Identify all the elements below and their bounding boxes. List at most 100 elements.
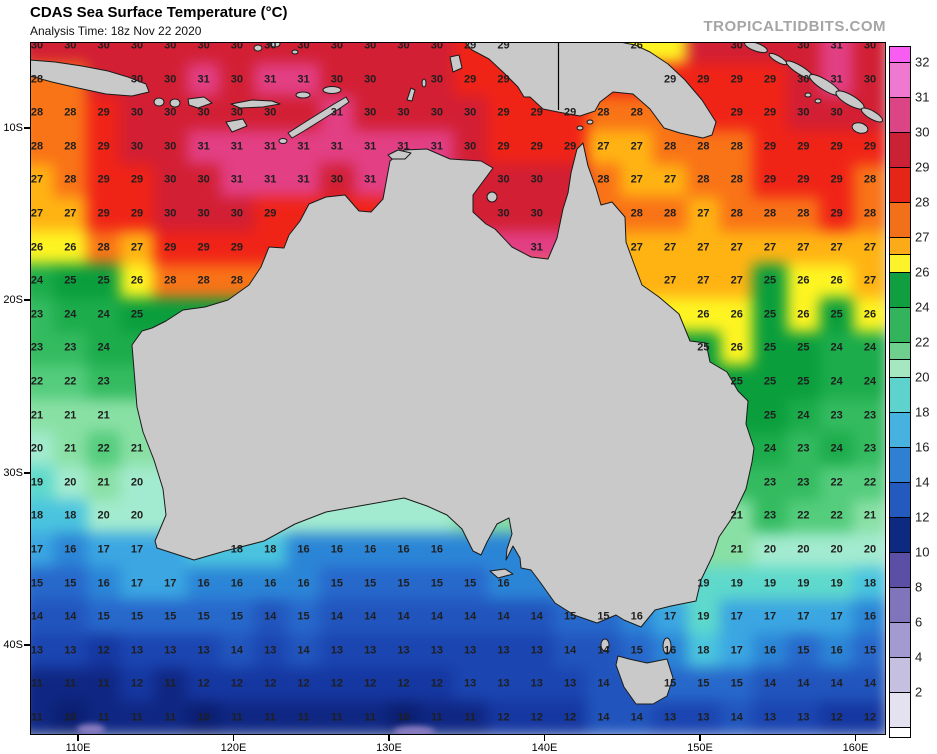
field-cell: [486, 130, 522, 165]
sst-value: 28: [730, 173, 743, 186]
sst-value: 18: [230, 543, 244, 556]
sst-value: 15: [164, 610, 177, 623]
lat-tick: [24, 644, 30, 646]
field-cell: [187, 197, 222, 232]
field-cell: [286, 42, 322, 64]
sst-value: 26: [30, 241, 44, 254]
sst-value: 24: [64, 308, 77, 321]
sst-value: 29: [497, 106, 510, 119]
field-cell: [386, 42, 422, 64]
field-cell: [353, 42, 388, 64]
page-title: CDAS Sea Surface Temperature (°C): [30, 4, 288, 21]
sst-value: 23: [97, 375, 110, 388]
field-cell: [386, 96, 422, 131]
field-cell: [53, 230, 89, 266]
sst-value: 30: [197, 42, 210, 52]
sst-value: 17: [97, 543, 110, 556]
sst-value: 28: [597, 173, 610, 186]
sst-value: 11: [264, 711, 277, 724]
sst-value: 30: [230, 73, 244, 86]
colorbar-cell: [890, 692, 910, 728]
field-cell: [220, 42, 255, 64]
sst-value: 30: [797, 73, 810, 86]
sst-value: 16: [297, 543, 310, 556]
sst-value: 29: [563, 140, 577, 153]
sst-value: 15: [130, 610, 144, 623]
field-cell: [253, 130, 288, 165]
sst-value: 27: [663, 241, 677, 254]
field-cell: [220, 62, 255, 98]
field-cell: [30, 96, 55, 131]
sst-value: 13: [330, 644, 343, 657]
lon-tick: [854, 735, 857, 741]
sst-value: 25: [130, 308, 144, 321]
sst-value: 31: [430, 140, 443, 153]
field-cell: [820, 197, 855, 232]
sst-value: 30: [364, 73, 377, 86]
sst-value: 12: [130, 677, 144, 690]
sst-value: 23: [830, 409, 843, 422]
sst-value: 13: [497, 644, 510, 657]
field-cell: [420, 96, 455, 131]
sst-value: 17: [663, 610, 677, 623]
sst-value: 18: [64, 509, 77, 522]
lon-tick: [232, 735, 235, 741]
sst-value: 17: [763, 610, 777, 623]
sst-value: 25: [763, 409, 777, 422]
sst-value: 14: [364, 610, 377, 623]
sst-value: 13: [697, 711, 710, 724]
sst-value: 14: [763, 677, 777, 690]
sst-value: 19: [797, 577, 810, 590]
field-cell: [53, 197, 89, 232]
sst-value: 12: [97, 644, 110, 657]
sst-value: 31: [230, 173, 244, 186]
sst-value: 17: [130, 577, 144, 590]
sst-value: 14: [597, 711, 610, 724]
sst-value: 16: [230, 577, 244, 590]
sst-value: 19: [830, 577, 843, 590]
field-cell: [53, 96, 89, 131]
sst-value: 16: [364, 543, 377, 556]
sst-value: 24: [30, 274, 44, 287]
field-cell: [187, 62, 222, 98]
sst-value: 30: [364, 42, 377, 52]
field-cell: [786, 230, 822, 266]
sst-value: 25: [763, 274, 777, 287]
sst-value: 30: [130, 42, 144, 52]
field-cell: [220, 130, 255, 165]
sst-value: 11: [231, 711, 243, 724]
sst-value: 30: [164, 207, 177, 220]
sst-value: 27: [130, 241, 144, 254]
sst-value: 13: [663, 711, 677, 724]
sst-value: 19: [730, 577, 743, 590]
sst-value: 28: [230, 274, 244, 287]
sst-value: 22: [863, 476, 877, 489]
sst-value: 22: [30, 375, 44, 388]
lon-tick: [77, 735, 79, 741]
sst-value: 12: [297, 677, 310, 690]
colorbar-label: 29: [915, 159, 930, 174]
sst-value: 24: [797, 409, 810, 422]
sst-value: 11: [464, 711, 476, 724]
field-cell: [353, 130, 388, 165]
sst-value: 30: [430, 73, 443, 86]
lat-tick: [24, 299, 30, 301]
field-cell: [187, 230, 222, 266]
map-plot-area[interactable]: 30 30 30 30 30 30 30 30 30 30 30 30 30 29 29 26 30 30 31 30…: [30, 42, 886, 735]
sst-value: 15: [197, 610, 210, 623]
sst-value: 22: [830, 509, 843, 522]
sst-value: 27: [630, 241, 643, 254]
sst-value: 28: [863, 207, 877, 220]
sst-value: 28: [164, 274, 177, 287]
sst-value: 29: [763, 173, 777, 186]
lon-tick: [388, 735, 390, 741]
sst-value: 28: [97, 241, 110, 254]
sst-value: 27: [763, 241, 777, 254]
sst-value: 12: [364, 677, 377, 690]
sst-value: 29: [830, 140, 843, 153]
sst-value: 31: [330, 106, 343, 119]
sst-value: 12: [563, 711, 577, 724]
sst-value: 11: [31, 711, 43, 724]
sst-value: 30: [264, 42, 277, 52]
